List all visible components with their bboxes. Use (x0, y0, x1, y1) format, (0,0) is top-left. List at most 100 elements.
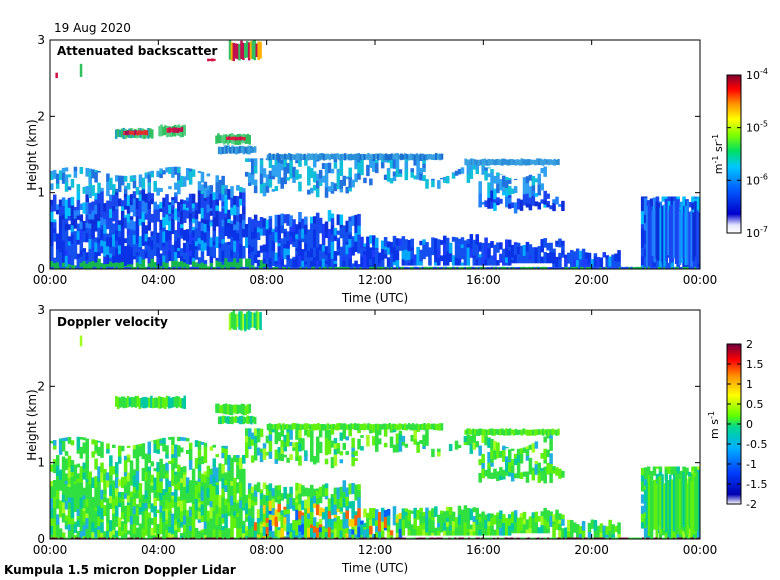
heatmap-cell (661, 266, 664, 269)
heatmap-cell (117, 220, 122, 225)
heatmap-cell (489, 537, 492, 539)
heatmap-cell (499, 242, 503, 250)
heatmap-cell (188, 255, 193, 265)
heatmap-cell (232, 310, 236, 330)
heatmap-cell (428, 517, 432, 528)
heatmap-cell (215, 181, 219, 193)
heatmap-cell (90, 537, 94, 539)
heatmap-cell (481, 165, 485, 175)
heatmap-cell (369, 428, 373, 434)
heatmap-cell (171, 244, 175, 251)
heatmap-cell (271, 507, 276, 516)
heatmap-cell (247, 172, 252, 183)
heatmap-cell (493, 253, 497, 262)
heatmap-cell (304, 234, 308, 244)
heatmap-cell (115, 248, 119, 260)
heatmap-cell (680, 537, 684, 539)
heatmap-cell (540, 452, 544, 459)
heatmap-cell (181, 398, 185, 409)
heatmap-cell (165, 205, 169, 215)
heatmap-cell (265, 495, 270, 501)
heatmap-cell (324, 495, 329, 500)
heatmap-cell (274, 516, 279, 527)
heatmap-cell (507, 255, 512, 266)
heatmap-cell (457, 248, 462, 259)
heatmap-cell (682, 196, 686, 206)
heatmap-cell (309, 424, 312, 430)
heatmap-cell (129, 471, 134, 482)
heatmap-cell (448, 525, 453, 531)
heatmap-cell (218, 261, 222, 267)
heatmap-cell (61, 226, 66, 232)
heatmap-cell (132, 246, 137, 257)
heatmap-cell (487, 187, 491, 194)
heatmap-cell (268, 519, 273, 531)
heatmap-cell (79, 167, 84, 174)
heatmap-cell (158, 396, 161, 409)
heatmap-cell (212, 217, 217, 224)
heatmap-cell (413, 424, 417, 430)
heatmap-cell (94, 450, 98, 454)
heatmap-cell (491, 537, 494, 539)
heatmap-cell (534, 254, 539, 261)
heatmap-cell (292, 166, 296, 178)
heatmap-cell (185, 168, 190, 171)
heatmap-cell (91, 496, 95, 509)
heatmap-cell (375, 525, 379, 533)
heatmap-cell (475, 163, 479, 170)
heatmap-cell (330, 217, 335, 226)
heatmap-cell (324, 163, 329, 173)
heatmap-cell (464, 158, 467, 166)
heatmap-cell (551, 267, 554, 269)
heatmap-cell (581, 530, 586, 538)
heatmap-cell (218, 226, 222, 233)
heatmap-cell (321, 484, 326, 489)
heatmap-cell (419, 173, 423, 181)
heatmap-cell (182, 176, 187, 187)
heatmap-cell (230, 239, 234, 250)
heatmap-cell (691, 202, 695, 210)
heatmap-cell (177, 518, 181, 522)
heatmap-cell (156, 187, 160, 196)
heatmap-cell (212, 528, 217, 539)
heatmap-cell (236, 240, 240, 253)
heatmap-cell (301, 249, 305, 261)
heatmap-cell (310, 488, 314, 498)
x-tick-label: 04:00 (141, 273, 176, 287)
heatmap-cell (587, 267, 591, 269)
heatmap-cell (180, 199, 184, 205)
heatmap-cell (339, 530, 344, 538)
heatmap-cell (636, 537, 639, 539)
heatmap-cell (227, 489, 231, 495)
heatmap-cell (209, 193, 214, 198)
heatmap-cell (678, 210, 682, 266)
heatmap-cell (369, 534, 373, 538)
heatmap-cell (679, 528, 683, 535)
heatmap-cell (67, 186, 72, 191)
heatmap-cell (505, 159, 508, 165)
heatmap-cell (468, 159, 471, 166)
heatmap-cell (50, 211, 54, 222)
heatmap-cell (256, 429, 261, 437)
heatmap-cell (120, 239, 125, 252)
heatmap-cell (94, 170, 98, 173)
heatmap-cell (182, 496, 187, 500)
heatmap-cell (232, 404, 236, 414)
heatmap-cell (138, 236, 143, 245)
heatmap-cell (67, 486, 72, 492)
heatmap-cell (431, 508, 435, 518)
heatmap-cell (153, 443, 157, 453)
heatmap-cell (200, 473, 205, 482)
heatmap-cell (106, 173, 110, 182)
heatmap-cell (94, 242, 98, 252)
heatmap-cell (507, 177, 512, 180)
heatmap-cell (436, 153, 440, 160)
heatmap-cell (80, 537, 84, 539)
heatmap-cell (262, 526, 267, 537)
heatmap-cell (487, 525, 491, 536)
heatmap-cell (174, 473, 178, 485)
heatmap-cell (185, 252, 190, 264)
heatmap-cell (97, 466, 101, 478)
heatmap-cell (568, 266, 571, 269)
heatmap-cell (132, 255, 137, 260)
